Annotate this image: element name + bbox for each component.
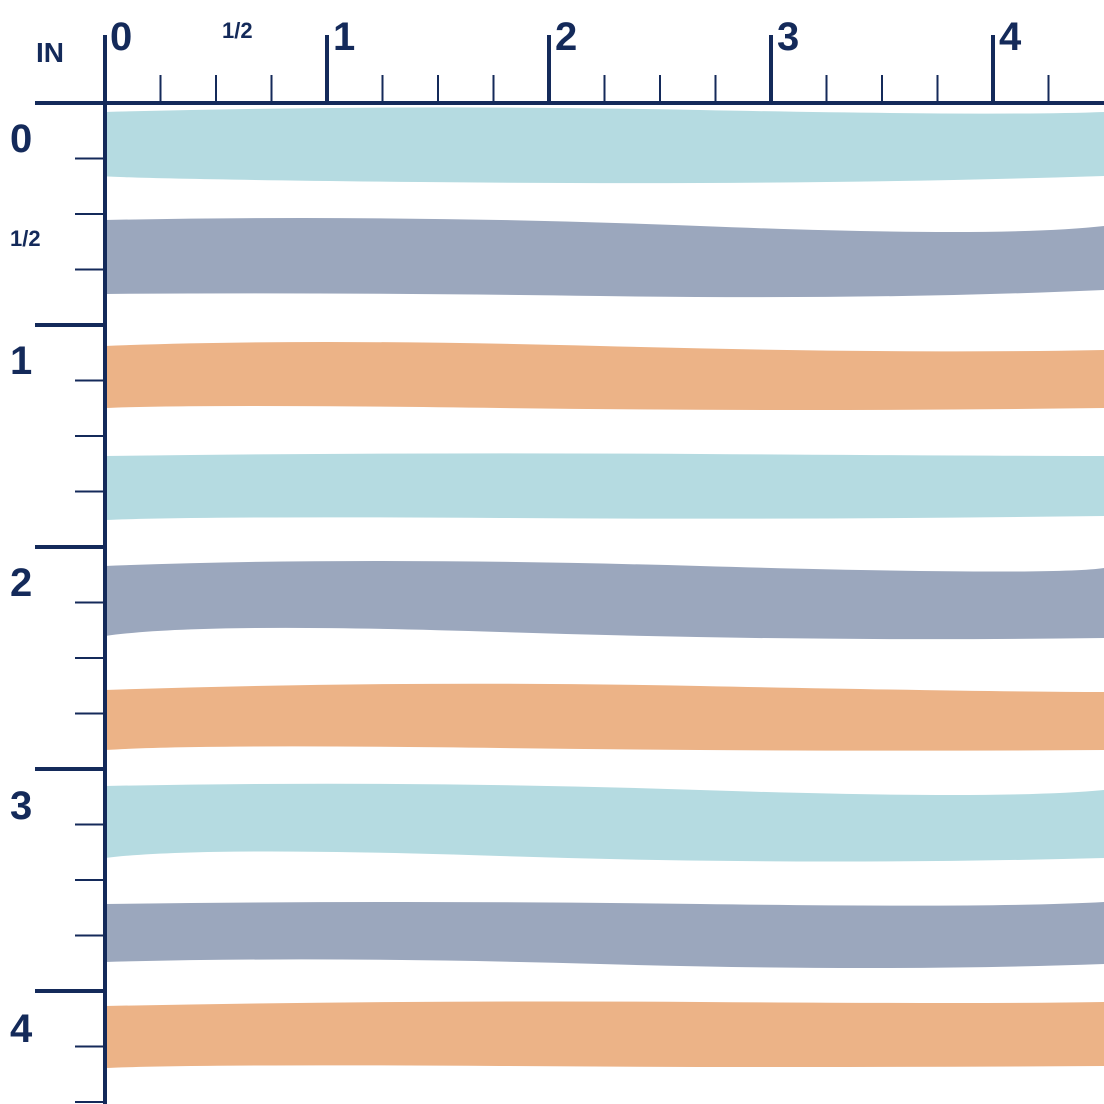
ruler-label: 0 <box>10 117 32 161</box>
ruler-label: 4 <box>999 15 1022 59</box>
unit-label: IN <box>36 37 64 68</box>
stripe <box>105 902 1104 968</box>
stripe <box>105 342 1104 410</box>
stripe <box>105 218 1104 298</box>
stripe <box>105 783 1104 862</box>
ruler-label: 0 <box>110 15 132 59</box>
ruler-label: 2 <box>10 561 32 605</box>
stripe <box>105 561 1104 640</box>
ruler-label: 4 <box>10 1007 33 1051</box>
ruler-label: 2 <box>555 15 577 59</box>
ruler-label: 3 <box>777 15 799 59</box>
stripe <box>95 107 1104 184</box>
stripe <box>105 683 1104 751</box>
stripe <box>105 453 1104 520</box>
ruler-label: 3 <box>10 784 32 828</box>
ruler-label: 1/2 <box>222 18 253 43</box>
ruler-label: 1/2 <box>10 226 41 251</box>
ruler-bg <box>0 0 1104 103</box>
ruler-ticks <box>35 35 1050 1103</box>
ruler-bg <box>0 0 105 1104</box>
ruler-label: 1 <box>333 15 355 59</box>
stripe <box>105 1001 1104 1068</box>
stripes <box>95 107 1104 1068</box>
ruler-label: 1 <box>10 339 32 383</box>
